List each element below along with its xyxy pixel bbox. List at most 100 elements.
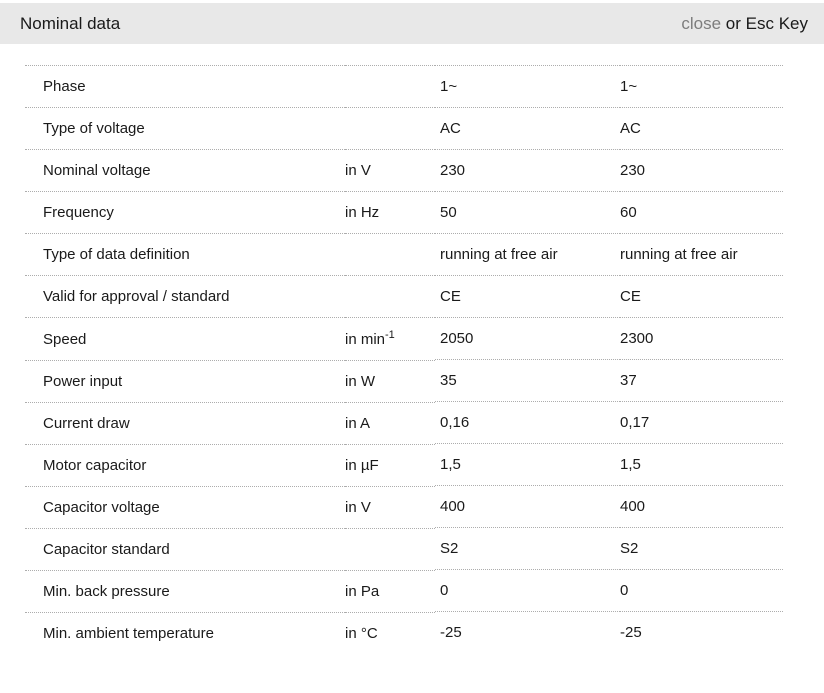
close-button[interactable]: close [681,13,722,33]
row-label: Valid for approval / standard [25,275,345,318]
row-value-2: 400 [620,485,783,528]
row-value-2: 1,5 [620,443,783,486]
row-unit [345,233,435,276]
row-value-1: running at free air [435,233,620,276]
row-value-1: 1,5 [435,443,620,486]
row-label: Min. ambient temperature [25,612,345,654]
row-value-2: 2300 [620,317,783,360]
row-value-2: 1~ [620,65,783,108]
row-value-2: -25 [620,611,783,653]
table-row: S2 S2 [435,527,783,570]
row-unit-text: in V [345,499,371,516]
row-value-1: 230 [435,149,620,192]
row-value-2: running at free air [620,233,783,276]
row-value-2: S2 [620,527,783,570]
row-unit-superscript: -1 [385,329,395,341]
row-unit: in Pa [345,570,435,613]
table-row: 1,5 1,5 [435,443,783,486]
row-unit: in W [345,360,435,403]
row-value-1: 0 [435,569,620,612]
values-table: 1~ 1~ AC AC 230 230 50 60 running at fre… [435,65,783,653]
row-label: Capacitor standard [25,528,345,571]
table-row: Capacitor voltage in V [25,486,435,529]
table-row: -25 -25 [435,611,783,653]
row-unit [345,107,435,150]
row-unit-text: in Pa [345,583,380,600]
row-value-2: 60 [620,191,783,234]
row-label: Power input [25,360,345,403]
table-row: Current draw in A [25,402,435,445]
row-value-1: 2050 [435,317,620,360]
row-label: Nominal voltage [25,149,345,192]
table-row: CE CE [435,275,783,318]
table-row: Capacitor standard [25,528,435,571]
row-unit [345,275,435,318]
table-row: Frequency in Hz [25,191,435,234]
table-row: 50 60 [435,191,783,234]
row-value-1: 50 [435,191,620,234]
table-row: 2050 2300 [435,317,783,360]
row-unit-text: in °C [345,625,378,642]
table-row: 1~ 1~ [435,65,783,108]
table-row: Nominal voltage in V [25,149,435,192]
row-unit-text: in µF [345,457,379,474]
row-label: Phase [25,65,345,108]
row-value-1: AC [435,107,620,150]
row-unit [345,528,435,571]
row-value-1: 0,16 [435,401,620,444]
row-value-1: S2 [435,527,620,570]
table-row: AC AC [435,107,783,150]
row-unit [345,65,435,108]
row-value-2: AC [620,107,783,150]
table-row: Valid for approval / standard [25,275,435,318]
table-row: Type of data definition [25,233,435,276]
table-row: Speed in min-1 [25,317,435,361]
row-unit-text: in min [345,331,386,348]
row-unit: in A [345,402,435,445]
table-row: 230 230 [435,149,783,192]
row-unit-text: in A [345,415,371,432]
row-value-2: CE [620,275,783,318]
row-value-2: 230 [620,149,783,192]
row-value-1: 1~ [435,65,620,108]
row-label: Motor capacitor [25,444,345,487]
row-label: Speed [25,317,345,361]
table-row: Min. back pressure in Pa [25,570,435,613]
row-value-1: -25 [435,611,620,653]
table-row: 400 400 [435,485,783,528]
row-unit: in V [345,486,435,529]
row-value-1: 35 [435,359,620,402]
table-row: 0,16 0,17 [435,401,783,444]
row-label: Type of voltage [25,107,345,150]
row-value-2: 0,17 [620,401,783,444]
row-value-1: CE [435,275,620,318]
close-area: close or Esc Key [681,14,808,34]
row-value-1: 400 [435,485,620,528]
labels-table: Phase Type of voltage Nominal voltage in… [25,65,435,654]
row-unit: in °C [345,612,435,654]
row-label: Frequency [25,191,345,234]
dialog-header: Nominal data close or Esc Key [0,3,824,44]
table-row: Type of voltage [25,107,435,150]
row-unit: in V [345,149,435,192]
nominal-data-dialog: Nominal data close or Esc Key Phase Type… [0,3,824,693]
dialog-title: Nominal data [20,13,121,33]
table-row: 0 0 [435,569,783,612]
row-unit: in µF [345,444,435,487]
row-unit: in min-1 [345,317,435,361]
nominal-data-table: Phase Type of voltage Nominal voltage in… [25,65,783,654]
table-row: Phase [25,65,435,108]
table-row: Min. ambient temperature in °C [25,612,435,654]
table-row: Motor capacitor in µF [25,444,435,487]
row-label: Capacitor voltage [25,486,345,529]
row-label: Type of data definition [25,233,345,276]
row-label: Current draw [25,402,345,445]
row-label: Min. back pressure [25,570,345,613]
row-unit-text: in W [345,373,375,390]
table-row: Power input in W [25,360,435,403]
row-unit-text: in V [345,162,371,179]
row-unit: in Hz [345,191,435,234]
row-value-2: 0 [620,569,783,612]
table-row: 35 37 [435,359,783,402]
esc-key-hint: or Esc Key [725,13,808,33]
